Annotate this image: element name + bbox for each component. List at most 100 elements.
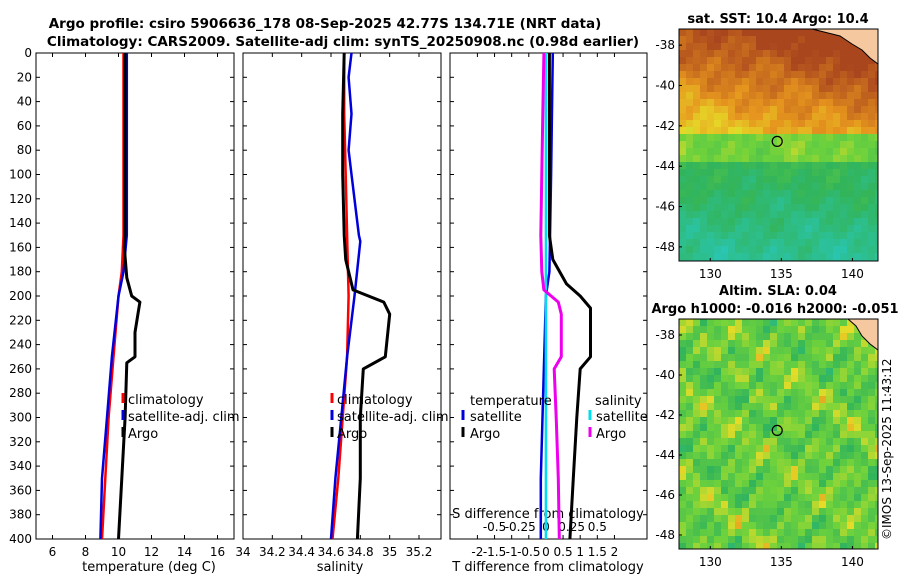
- heatmap-cell: [784, 64, 791, 71]
- heatmap-cell: [840, 543, 847, 549]
- heatmap-cell: [847, 239, 854, 246]
- heatmap-cell: [714, 148, 721, 155]
- heatmap-cell: [679, 176, 686, 183]
- heatmap-cell: [756, 106, 763, 113]
- heatmap-cell: [847, 375, 854, 382]
- heatmap-cell: [756, 141, 763, 148]
- heatmap-cell: [812, 204, 819, 211]
- heatmap-cell: [700, 204, 707, 211]
- heatmap-cell: [742, 176, 749, 183]
- heatmap-cell: [847, 347, 854, 354]
- heatmap-cell: [728, 50, 735, 57]
- heatmap-cell: [742, 162, 749, 169]
- heatmap-cell: [875, 431, 878, 438]
- sal-x-tick-label: 34: [235, 545, 250, 559]
- heatmap-cell: [840, 438, 847, 445]
- heatmap-cell: [875, 176, 878, 183]
- heatmap-cell: [833, 190, 840, 197]
- heatmap-cell: [686, 424, 693, 431]
- heatmap-cell: [679, 466, 686, 473]
- heatmap-cell: [679, 36, 686, 43]
- heatmap-cell: [714, 134, 721, 141]
- heatmap-cell: [833, 529, 840, 536]
- heatmap-cell: [875, 127, 878, 134]
- heatmap-cell: [700, 50, 707, 57]
- heatmap-cell: [728, 141, 735, 148]
- heatmap-cell: [854, 190, 861, 197]
- heatmap-cell: [693, 480, 700, 487]
- heatmap-cell: [826, 480, 833, 487]
- heatmap-cell: [847, 396, 854, 403]
- heatmap-cell: [707, 148, 714, 155]
- heatmap-cell: [770, 148, 777, 155]
- heatmap-cell: [679, 141, 686, 148]
- heatmap-cell: [791, 246, 798, 253]
- heatmap-cell: [686, 64, 693, 71]
- heatmap-cell: [812, 36, 819, 43]
- heatmap-cell: [679, 211, 686, 218]
- heatmap-cell: [728, 176, 735, 183]
- heatmap-cell: [805, 361, 812, 368]
- heatmap-cell: [847, 183, 854, 190]
- heatmap-cell: [721, 340, 728, 347]
- heatmap-cell: [791, 141, 798, 148]
- heatmap-cell: [749, 50, 756, 57]
- heatmap-cell: [826, 43, 833, 50]
- heatmap-cell: [707, 319, 714, 326]
- heatmap-cell: [854, 99, 861, 106]
- heatmap-cell: [833, 71, 840, 78]
- heatmap-cell: [756, 120, 763, 127]
- heatmap-cell: [791, 169, 798, 176]
- heatmap-cell: [679, 169, 686, 176]
- heatmap-cell: [721, 190, 728, 197]
- heatmap-cell: [693, 92, 700, 99]
- heatmap-cell: [812, 239, 819, 246]
- heatmap-cell: [854, 522, 861, 529]
- heatmap-cell: [749, 239, 756, 246]
- heatmap-cell: [763, 120, 770, 127]
- heatmap-cell: [714, 431, 721, 438]
- heatmap-cell: [735, 361, 742, 368]
- heatmap-cell: [770, 340, 777, 347]
- heatmap-cell: [707, 239, 714, 246]
- heatmap-cell: [784, 141, 791, 148]
- heatmap-cell: [840, 176, 847, 183]
- heatmap-cell: [805, 347, 812, 354]
- heatmap-cell: [875, 64, 878, 71]
- heatmap-cell: [742, 211, 749, 218]
- heatmap-cell: [770, 452, 777, 459]
- heatmap-cell: [875, 106, 878, 113]
- heatmap-cell: [728, 403, 735, 410]
- heatmap-cell: [693, 361, 700, 368]
- heatmap-cell: [805, 529, 812, 536]
- heatmap-cell: [784, 536, 791, 543]
- heatmap-cell: [721, 155, 728, 162]
- heatmap-cell: [784, 148, 791, 155]
- heatmap-cell: [700, 127, 707, 134]
- heatmap-cell: [819, 515, 826, 522]
- heatmap-cell: [756, 333, 763, 340]
- sla-profile-location-marker: [771, 424, 783, 436]
- heatmap-cell: [833, 536, 840, 543]
- heatmap-cell: [826, 106, 833, 113]
- heatmap-cell: [833, 120, 840, 127]
- heatmap-cell: [707, 246, 714, 253]
- heatmap-cell: [693, 64, 700, 71]
- heatmap-cell: [735, 445, 742, 452]
- heatmap-cell: [686, 204, 693, 211]
- heatmap-cell: [791, 543, 798, 549]
- heatmap-cell: [679, 225, 686, 232]
- heatmap-cell: [798, 501, 805, 508]
- heatmap-cell: [847, 410, 854, 417]
- heatmap-cell: [763, 424, 770, 431]
- heatmap-cell: [679, 162, 686, 169]
- difference-panel: -2 -1.5 -1 -0.5 0 0.5 1 1.5 2-0.5-0.25 0 0.25 0.5te…: [449, 52, 648, 559]
- heatmap-cell: [833, 239, 840, 246]
- heatmap-cell: [812, 64, 819, 71]
- heatmap-cell: [805, 176, 812, 183]
- heatmap-cell: [875, 246, 878, 253]
- heatmap-cell: [833, 522, 840, 529]
- heatmap-cell: [812, 361, 819, 368]
- sal-x-tick-label: 35: [382, 545, 397, 559]
- heatmap-cell: [805, 197, 812, 204]
